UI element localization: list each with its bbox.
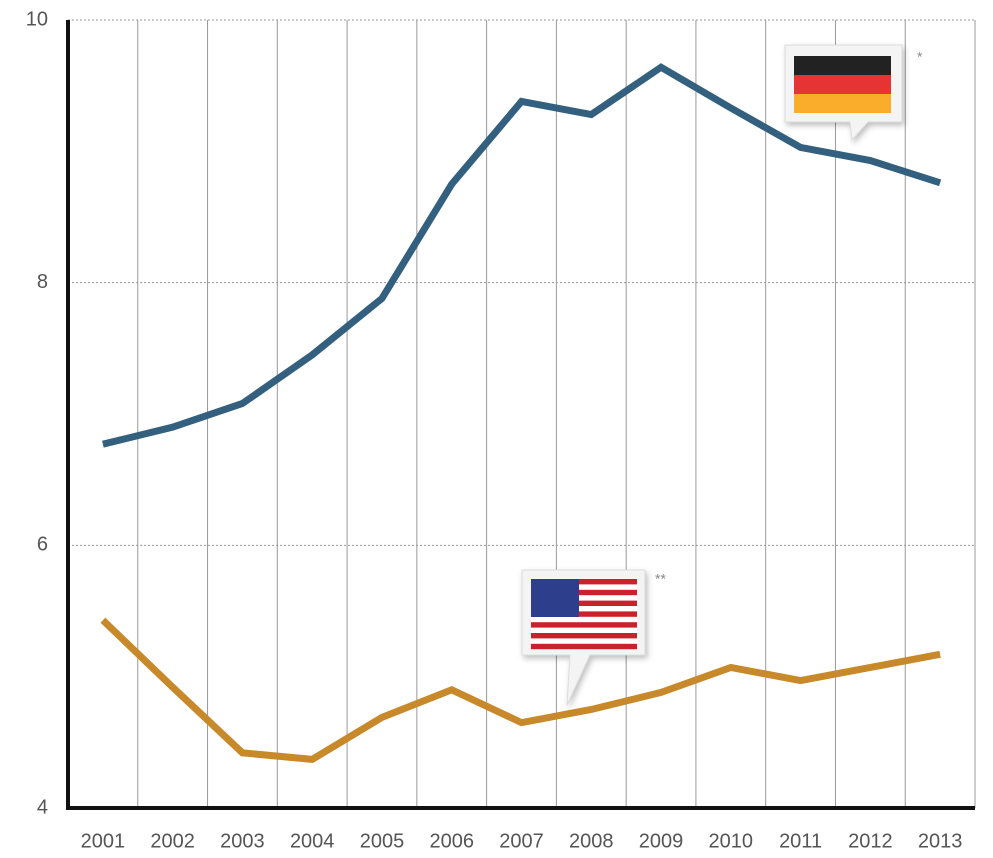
x-tick-label: 2006 [429, 830, 474, 852]
stripes [531, 579, 637, 650]
usa-flag-callout [521, 569, 646, 706]
flags [521, 44, 903, 706]
y-tick-label: 10 [26, 8, 48, 30]
x-tick-label: 2011 [779, 830, 822, 852]
x-tick-label: 2013 [918, 830, 963, 852]
x-tick-label: 2003 [220, 830, 265, 852]
data-line [102, 63, 942, 448]
x-tick-label: 2007 [499, 830, 544, 852]
x-tick-label: 2005 [360, 830, 405, 852]
x-tick-label: 2009 [639, 830, 684, 852]
annotation: * [917, 49, 923, 65]
x-tick-label: 2002 [150, 830, 195, 852]
data-line [100, 617, 941, 763]
y-tick-label: 8 [37, 271, 48, 293]
x-tick-label: 2010 [709, 830, 754, 852]
x-tick-label: 2012 [848, 830, 893, 852]
y-tick-label: 4 [37, 796, 48, 818]
x-tick-label: 2001 [81, 830, 126, 852]
x-tick-label: 2004 [290, 830, 335, 852]
germany-flag-callout [784, 44, 903, 142]
annotation: ** [655, 571, 666, 587]
x-tick-label: 2008 [569, 830, 614, 852]
y-tick-label: 6 [37, 534, 48, 556]
